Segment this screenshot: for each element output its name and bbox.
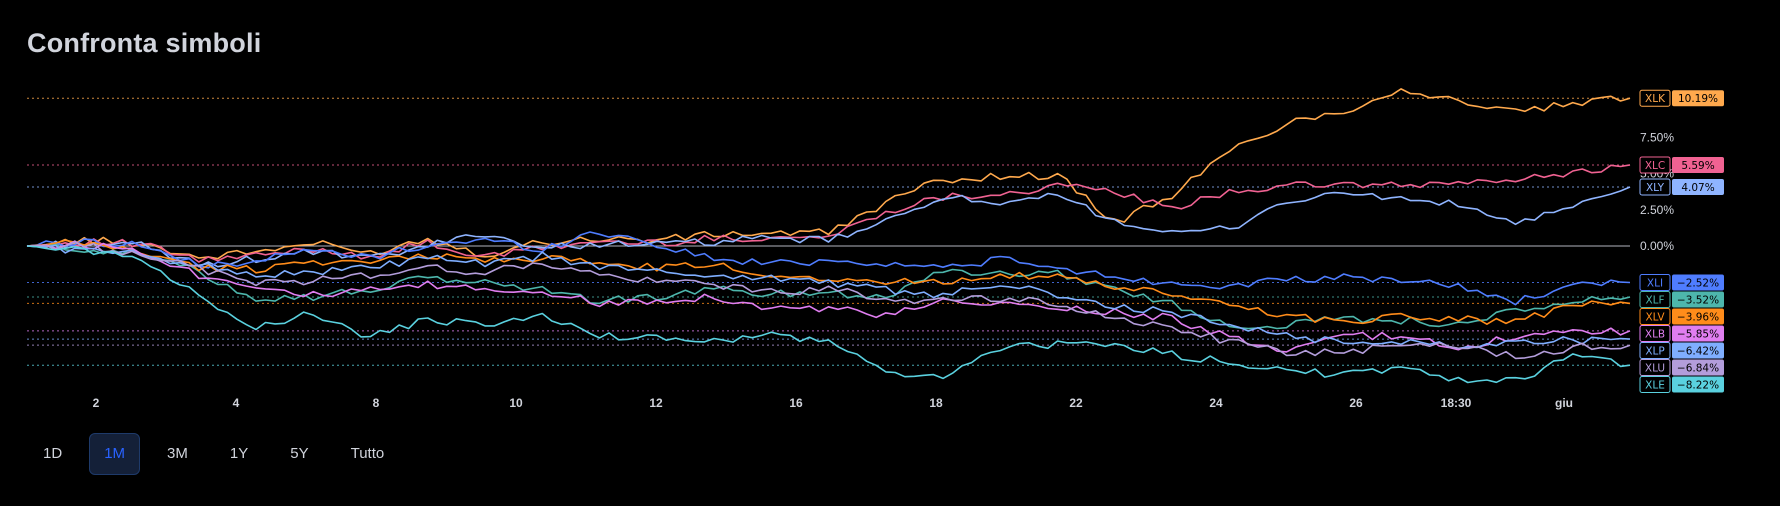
series-badge-xlp[interactable]: XLP −6.42%: [1639, 342, 1724, 360]
x-tick-label: giu: [1555, 396, 1573, 410]
badge-symbol: XLV: [1645, 312, 1665, 324]
badge-value: −3.52%: [1677, 295, 1719, 307]
badge-value-box: [1672, 376, 1724, 393]
badge-value: −2.52%: [1677, 278, 1719, 290]
badge-symbol: XLI: [1647, 278, 1663, 290]
badge-symbol-box: [1639, 178, 1671, 196]
badge-value: −8.22%: [1677, 380, 1719, 392]
badge-symbol-box: [1639, 156, 1671, 174]
page-title: Confronta simboli: [27, 28, 262, 58]
range-button-1d[interactable]: 1D: [43, 445, 63, 462]
range-button-1y[interactable]: 1Y: [229, 445, 249, 462]
series-line-xlb[interactable]: [26, 240, 1631, 353]
x-tick-label: 16: [789, 396, 803, 410]
badge-symbol-box: [1639, 308, 1671, 326]
badge-value-box: [1672, 156, 1724, 173]
range-button-5y[interactable]: 5Y: [290, 445, 309, 462]
series-badge-xlc[interactable]: XLC 5.59%: [1639, 156, 1724, 174]
series-badge-xlu[interactable]: XLU −6.84%: [1639, 359, 1724, 377]
series-badge-xlf[interactable]: XLF −3.52%: [1639, 291, 1724, 309]
series-line-xlu[interactable]: [27, 241, 1631, 360]
x-tick-label: 2: [93, 396, 100, 410]
badge-symbol: XLB: [1645, 329, 1665, 341]
badge-symbol: XLU: [1645, 363, 1665, 375]
badge-value: −6.42%: [1677, 346, 1719, 358]
badge-value-box: [1672, 291, 1724, 308]
badge-symbol: XLF: [1645, 295, 1664, 307]
series-line-xlc[interactable]: [26, 164, 1631, 263]
series-line-xlk[interactable]: [26, 88, 1631, 260]
y-tick-label: 2.50%: [1640, 203, 1674, 217]
badge-value-box: [1672, 359, 1724, 376]
badge-symbol-box: [1639, 325, 1671, 343]
badge-value-box: [1672, 90, 1724, 107]
series-badge-xli[interactable]: XLI −2.52%: [1639, 274, 1724, 292]
range-button-1m[interactable]: 1M: [89, 433, 141, 475]
badge-value: −6.84%: [1677, 363, 1719, 375]
badge-symbol: XLP: [1645, 346, 1664, 358]
badge-symbol: XLE: [1645, 380, 1665, 392]
badge-value: 5.59%: [1681, 160, 1714, 172]
x-tick-label: 26: [1349, 396, 1363, 410]
x-tick-label: 24: [1209, 396, 1223, 410]
badge-value-box: [1672, 325, 1724, 342]
badge-symbol-box: [1639, 274, 1671, 292]
badge-symbol-box: [1639, 359, 1671, 377]
x-tick-label: 12: [649, 396, 663, 410]
y-tick-label: 7.50%: [1640, 130, 1674, 144]
badge-value: −5.85%: [1677, 329, 1719, 341]
badge-value: −3.96%: [1677, 312, 1719, 324]
badge-symbol: XLY: [1646, 182, 1665, 194]
y-tick-label: 0.00%: [1640, 239, 1674, 253]
series-lines: [26, 88, 1631, 384]
series-badge-xly[interactable]: XLY 4.07%: [1639, 178, 1724, 196]
badge-symbol-box: [1639, 291, 1671, 309]
x-tick-label: 4: [233, 396, 240, 410]
badge-value-box: [1672, 178, 1724, 195]
range-button-3m[interactable]: 3M: [167, 445, 188, 462]
series-badge-xlk[interactable]: XLK 10.19%: [1639, 89, 1724, 107]
badge-value-box: [1672, 274, 1724, 291]
series-badge-xle[interactable]: XLE −8.22%: [1639, 376, 1724, 394]
badge-symbol-box: [1639, 89, 1671, 107]
badge-value: 10.19%: [1678, 93, 1718, 105]
badge-symbol-box: [1639, 342, 1671, 360]
range-button-tutto[interactable]: Tutto: [350, 445, 385, 462]
badge-value: 4.07%: [1681, 182, 1714, 194]
badge-value-box: [1672, 308, 1724, 325]
x-tick-label: 18: [929, 396, 943, 410]
x-tick-label: 22: [1069, 396, 1083, 410]
comparison-line-chart[interactable]: 0.00%2.50%5.00%7.50% 2 4 8 10 12 16 18 22 24 26 18…: [0, 0, 1780, 420]
x-tick-label: 8: [373, 396, 380, 410]
series-badges: XLK 10.19% XLC 5.59% XLY 4.07% XLI −2.52% XLF −3.…: [1639, 89, 1724, 394]
badge-symbol: XLK: [1645, 93, 1666, 105]
series-badge-xlb[interactable]: XLB −5.85%: [1639, 325, 1724, 343]
x-tick-label: 10: [509, 396, 523, 410]
x-axis-ticks: 2 4 8 10 12 16 18 22 24 26 18:30 giu: [93, 396, 1573, 410]
x-tick-label: 18:30: [1441, 396, 1472, 410]
series-line-xlp[interactable]: [26, 244, 1631, 350]
series-badge-xlv[interactable]: XLV −3.96%: [1639, 308, 1724, 326]
series-line-xli[interactable]: [26, 231, 1631, 306]
range-selector: 1D 1M 3M 1Y 5Y Tutto: [28, 433, 399, 475]
reference-lines: [27, 97, 1630, 366]
badge-symbol: XLC: [1645, 160, 1665, 172]
badge-symbol-box: [1639, 376, 1671, 394]
series-line-xle[interactable]: [26, 245, 1631, 384]
badge-value-box: [1672, 342, 1724, 359]
